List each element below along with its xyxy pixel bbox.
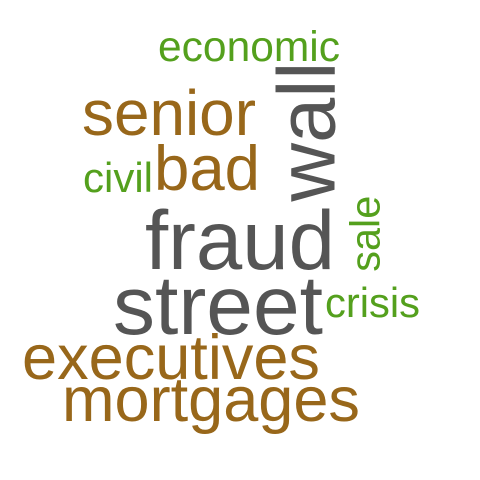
word-mortgages: mortgages: [62, 365, 360, 436]
word-executives: executives: [22, 323, 320, 394]
word-street: street: [113, 258, 323, 353]
word-sale: sale: [341, 195, 389, 272]
word-fraud: fraud: [144, 194, 335, 288]
word-senior: senior: [82, 77, 256, 150]
word-civil: civil: [83, 154, 153, 201]
word-economic: economic: [158, 23, 340, 71]
word-wall: wall: [260, 62, 352, 202]
word-crisis: crisis: [324, 279, 420, 327]
word-bad: bad: [154, 133, 260, 205]
